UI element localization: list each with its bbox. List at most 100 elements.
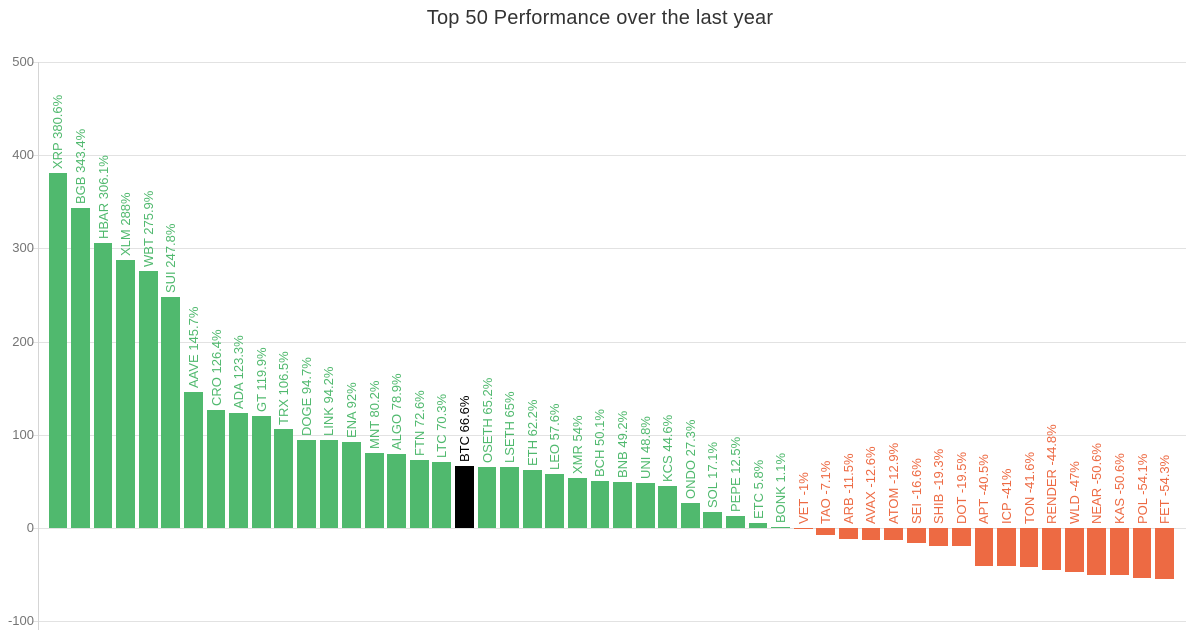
y-tick-label: 300 xyxy=(12,240,34,256)
bar-ondo[interactable] xyxy=(680,502,700,528)
bar-label-sei: SEI -16.6% xyxy=(908,458,924,524)
bar-label-ada: ADA 123.3% xyxy=(231,335,247,410)
bar-ltc[interactable] xyxy=(432,462,452,528)
bar-dot[interactable] xyxy=(951,528,971,547)
chart-title: Top 50 Performance over the last year xyxy=(426,7,774,29)
bar-label-sol: SOL 17.1% xyxy=(705,442,721,509)
bar-avax[interactable] xyxy=(861,528,881,540)
bar-label-shib: SHIB -19.3% xyxy=(931,448,947,524)
bar-wld[interactable] xyxy=(1064,528,1084,572)
bar-pepe[interactable] xyxy=(726,516,745,528)
bar-mnt[interactable] xyxy=(364,453,384,528)
bar-bgb[interactable] xyxy=(71,207,90,528)
bar-fet[interactable] xyxy=(1155,528,1174,579)
bar-algo[interactable] xyxy=(387,454,407,528)
bar-label-uni: UNI 48.8% xyxy=(637,415,653,479)
bar-label-oseth: OSETH 65.2% xyxy=(479,377,495,464)
bar-trx[interactable] xyxy=(274,428,294,528)
gridline xyxy=(38,155,1186,157)
bar-tao[interactable] xyxy=(816,528,836,535)
bar-label-fet: FET -54.3% xyxy=(1157,454,1173,524)
bar-label-icp: ICP -41% xyxy=(999,468,1014,524)
bar-cro[interactable] xyxy=(206,410,226,528)
bar-label-wld: WLD -47% xyxy=(1066,461,1082,524)
bar-vet[interactable] xyxy=(793,528,813,529)
bar-near[interactable] xyxy=(1087,528,1107,576)
bar-shib[interactable] xyxy=(929,528,949,546)
bar-label-sui: SUI 247.8% xyxy=(163,223,179,294)
bar-link[interactable] xyxy=(319,440,339,528)
bar-bonk[interactable] xyxy=(771,526,791,528)
bar-label-bch: BCH 50.1% xyxy=(592,409,608,478)
bar-ton[interactable] xyxy=(1019,528,1039,567)
gridline xyxy=(38,62,1186,63)
y-axis-tick xyxy=(32,434,38,436)
y-axis-tick xyxy=(32,621,38,623)
bar-label-avax: AVAX -12.6% xyxy=(863,446,879,524)
bar-label-xmr: XMR 54% xyxy=(569,415,585,474)
y-axis-tick xyxy=(32,341,38,343)
bar-kcs[interactable] xyxy=(658,486,678,528)
bar-leo[interactable] xyxy=(545,474,565,528)
bar-label-ton: TON -41.6% xyxy=(1021,451,1037,524)
bar-uni[interactable] xyxy=(635,482,655,528)
bar-ftn[interactable] xyxy=(409,460,429,528)
bar-xrp[interactable] xyxy=(48,173,68,528)
bar-wbt[interactable] xyxy=(138,270,158,528)
y-tick-label: 200 xyxy=(12,333,34,349)
bar-label-aave: AAVE 145.7% xyxy=(185,306,201,389)
bar-label-tao: TAO -7.1% xyxy=(818,460,834,524)
bar-oseth[interactable] xyxy=(477,467,497,528)
bar-label-pol: POL -54.1% xyxy=(1134,453,1150,524)
bar-label-render: RENDER -44.8% xyxy=(1044,424,1060,524)
bar-render[interactable] xyxy=(1042,528,1062,570)
bar-label-lseth: LSETH 65% xyxy=(502,391,518,464)
bar-sol[interactable] xyxy=(703,512,723,528)
bar-label-leo: LEO 57.6% xyxy=(547,403,563,471)
bar-icp[interactable] xyxy=(997,528,1016,567)
bar-doge[interactable] xyxy=(296,439,316,528)
y-tick-label: 100 xyxy=(12,426,34,442)
bar-label-bnb: BNB 49.2% xyxy=(615,410,631,479)
bar-label-hbar: HBAR 306.1% xyxy=(95,154,111,239)
bar-aave[interactable] xyxy=(184,392,203,528)
bar-btc[interactable] xyxy=(455,465,474,528)
bar-bnb[interactable] xyxy=(613,482,632,528)
bar-label-ltc: LTC 70.3% xyxy=(434,394,450,459)
y-axis-tick xyxy=(32,248,38,250)
bar-label-eth: ETH 62.2% xyxy=(524,399,540,467)
bar-xlm[interactable] xyxy=(116,259,136,528)
bar-eth[interactable] xyxy=(522,470,542,528)
bar-label-link: LINK 94.2% xyxy=(321,366,337,437)
bar-apt[interactable] xyxy=(974,528,994,566)
y-tick-label: 0 xyxy=(26,520,34,535)
bar-hbar[interactable] xyxy=(93,242,113,528)
bar-label-algo: ALGO 78.9% xyxy=(389,373,405,451)
bar-ada[interactable] xyxy=(229,413,248,528)
bar-arb[interactable] xyxy=(839,528,858,539)
bar-ena[interactable] xyxy=(342,442,361,528)
bar-atom[interactable] xyxy=(884,528,903,541)
bar-label-trx: TRX 106.5% xyxy=(276,351,292,425)
bar-label-kas: KAS -50.6% xyxy=(1111,453,1127,524)
y-tick-label: 500 xyxy=(12,54,34,69)
bar-label-doge: DOGE 94.7% xyxy=(298,356,314,436)
bar-label-ena: ENA 92% xyxy=(344,382,360,439)
bar-lseth[interactable] xyxy=(500,467,520,528)
bar-kas[interactable] xyxy=(1110,528,1129,576)
bar-gt[interactable] xyxy=(251,416,271,528)
bar-label-atom: ATOM -12.9% xyxy=(886,442,902,524)
bar-etc[interactable] xyxy=(748,522,768,528)
bar-label-xrp: XRP 380.6% xyxy=(50,95,66,170)
bar-label-etc: ETC 5.8% xyxy=(750,459,766,519)
bar-label-mnt: MNT 80.2% xyxy=(366,380,382,450)
bar-pol[interactable] xyxy=(1132,528,1152,579)
bar-sei[interactable] xyxy=(906,528,926,544)
bar-label-near: NEAR -50.6% xyxy=(1089,443,1105,524)
bar-bch[interactable] xyxy=(590,481,610,528)
bar-sui[interactable] xyxy=(161,297,181,528)
gridline xyxy=(38,528,1186,529)
bar-xmr[interactable] xyxy=(567,477,587,528)
y-axis-line xyxy=(38,62,39,630)
